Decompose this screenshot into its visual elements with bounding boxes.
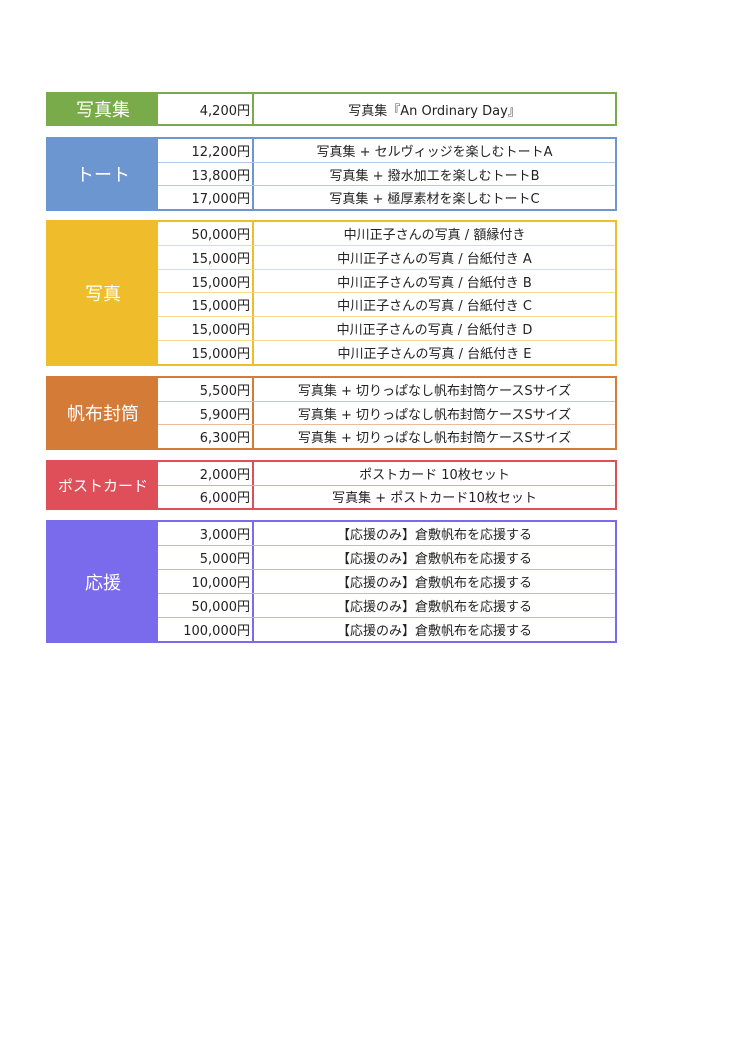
- price-cell: 15,000円: [158, 269, 254, 293]
- price-cell: 5,500円: [158, 378, 254, 401]
- category-label: ポストカード: [48, 462, 158, 508]
- table-row: 5,000円 【応援のみ】倉敷帆布を応援する: [158, 545, 615, 569]
- description-cell: 写真集 + 切りっぱなし帆布封筒ケースSサイズ: [297, 383, 572, 399]
- description-cell: 中川正子さんの写真 / 台紙付き B: [337, 275, 532, 291]
- table-row: 15,000円 中川正子さんの写真 / 台紙付き B: [158, 268, 615, 293]
- description-cell: 中川正子さんの写真 / 台紙付き C: [337, 299, 532, 315]
- description-cell: 【応援のみ】倉敷帆布を応援する: [336, 552, 532, 567]
- description-cell: 写真集『An Ordinary Day』: [348, 103, 521, 119]
- table-row: 10,000円 【応援のみ】倉敷帆布を応援する: [158, 569, 615, 593]
- description-cell: 写真集 + 撥水加工を楽しむトートB: [329, 168, 540, 184]
- section-4: 帆布封筒 5,500円 写真集 + 切りっぱなし帆布封筒ケースSサイズ 5,900円写…: [46, 376, 617, 450]
- price-cell: 50,000円: [158, 222, 254, 245]
- description-cell: 写真集 + 切りっぱなし帆布封筒ケースSサイズ: [297, 431, 572, 447]
- description-cell: 中川正子さんの写真 / 台紙付き A: [337, 251, 532, 267]
- price-cell: 6,000円: [158, 485, 254, 508]
- table-row: 12,200円 写真集 + セルヴィッジを楽しむトートA: [158, 139, 615, 162]
- price-cell: 15,000円: [158, 317, 254, 341]
- description-cell: 【応援のみ】倉敷帆布を応援する: [336, 600, 532, 615]
- section-1: 写真集 4,200円 写真集『An Ordinary Day』: [46, 92, 617, 126]
- description-cell: ポストカード 10枚セット: [359, 467, 510, 483]
- table-row: 5,900円 写真集 + 切りっぱなし帆布封筒ケースSサイズ: [158, 400, 615, 425]
- price-cell: 50,000円: [158, 594, 254, 617]
- section-6: 応援 3,000円 【応援のみ】倉敷帆布を応援する 5,000円 【応援のみ】倉敷帆布を…: [46, 520, 617, 643]
- description-cell: 写真集 + セルヴィッジを楽しむトートA: [316, 144, 553, 160]
- description-cell: 中川正子さんの写真 / 台紙付き E: [337, 347, 532, 363]
- table-row: 15,000円 中川正子さんの写真 / 台紙付き C: [158, 292, 615, 317]
- section-5: ポストカード 2,000円 ポストカード 10枚セット 6,000円 写真集 + ポスト…: [46, 460, 617, 510]
- price-cell: 15,000円: [158, 293, 254, 317]
- description-cell: 写真集 + 切りっぱなし帆布封筒ケースSサイズ: [297, 407, 572, 423]
- price-cell: 17,000円: [158, 186, 254, 210]
- table-row: 100,000円 【応援のみ】倉敷帆布を応援する: [158, 617, 615, 641]
- category-label: 写真集: [48, 94, 158, 124]
- description-cell: 中川正子さんの写真 / 台紙付き D: [336, 323, 533, 339]
- category-label: 写真: [48, 222, 158, 364]
- category-label: トート: [48, 139, 158, 209]
- price-cell: 10,000円: [158, 570, 254, 593]
- table-row: 6,000円 写真集 + ポストカード10枚セット: [158, 484, 615, 508]
- description-cell: 【応援のみ】倉敷帆布を応援する: [336, 624, 532, 639]
- table-row: 3,000円 【応援のみ】倉敷帆布を応援する: [158, 522, 615, 545]
- table-row: 5,500円 写真集 + 切りっぱなし帆布封筒ケースSサイズ: [158, 378, 615, 401]
- price-cell: 13,800円: [158, 162, 254, 186]
- table-row: 6,300円 写真集 + 切りっぱなし帆布封筒ケースSサイズ: [158, 424, 615, 449]
- table-row: 50,000円 中川正子さんの写真 / 額縁付き: [158, 222, 615, 245]
- description-cell: 【応援のみ】倉敷帆布を応援する: [336, 528, 532, 543]
- section-3: 写真 50,000円 中川正子さんの写真 / 額縁付き 15,000円 中川正子さんの写…: [46, 220, 617, 366]
- price-cell: 3,000円: [158, 522, 254, 545]
- price-cell: 5,000円: [158, 546, 254, 569]
- price-cell: 15,000円: [158, 341, 254, 364]
- description-cell: 中川正子さんの写真 / 額縁付き: [343, 227, 526, 243]
- price-cell: 6,300円: [158, 425, 254, 449]
- price-cell: 4,200円: [158, 94, 254, 124]
- table-row: 15,000円 中川正子さんの写真 / 台紙付き D: [158, 316, 615, 341]
- price-cell: 5,900円: [158, 401, 254, 425]
- table-row: 2,000円 ポストカード 10枚セット: [158, 462, 615, 485]
- description-cell: 【応援のみ】倉敷帆布を応援する: [336, 576, 532, 591]
- table-row: 13,800円 写真集 + 撥水加工を楽しむトートB: [158, 161, 615, 186]
- price-cell: 15,000円: [158, 245, 254, 269]
- category-label: 帆布封筒: [48, 378, 158, 448]
- table-row: 15,000円 中川正子さんの写真 / 台紙付き A: [158, 244, 615, 269]
- section-2: トート 12,200円 写真集 + セルヴィッジを楽しむトートA 13,800円 写真集…: [46, 137, 617, 211]
- category-label: 応援: [48, 522, 158, 641]
- table-row: 50,000円 【応援のみ】倉敷帆布を応援する: [158, 593, 615, 617]
- price-cell: 12,200円: [158, 139, 254, 162]
- description-cell: 写真集 + 極厚素材を楽しむトートC: [329, 192, 540, 208]
- price-cell: 100,000円: [158, 618, 254, 641]
- table-row: 17,000円 写真集 + 極厚素材を楽しむトートC: [158, 185, 615, 210]
- description-cell: 写真集 + ポストカード10枚セット: [332, 491, 537, 507]
- price-cell: 2,000円: [158, 462, 254, 485]
- table-row: 4,200円 写真集『An Ordinary Day』: [158, 94, 615, 124]
- table-row: 15,000円 中川正子さんの写真 / 台紙付き E: [158, 340, 615, 364]
